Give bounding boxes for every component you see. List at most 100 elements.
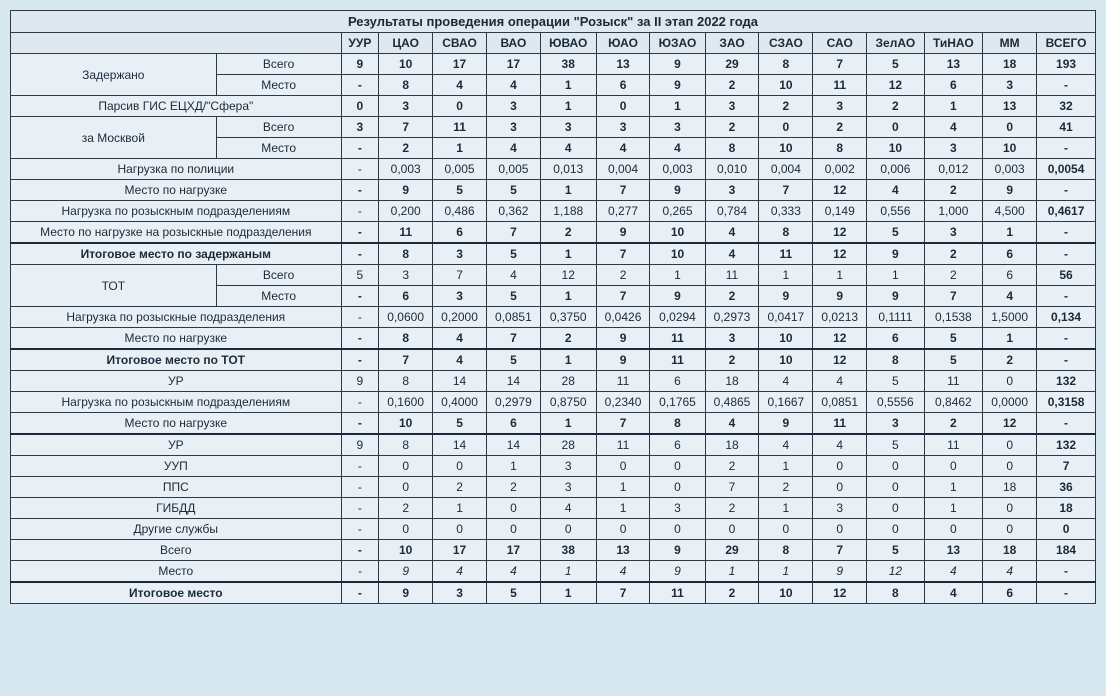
data-cell: 4 <box>983 561 1037 583</box>
table-row: Место по нагрузке-9551793712429- <box>11 180 1096 201</box>
data-cell: - <box>1037 222 1096 244</box>
col-header: САО <box>813 33 867 54</box>
data-cell: 9 <box>867 286 924 307</box>
row-sublabel: Всего <box>216 117 341 138</box>
data-cell: 6 <box>486 413 540 435</box>
data-cell: 12 <box>813 349 867 371</box>
data-cell: 0,486 <box>433 201 487 222</box>
data-cell: 1 <box>486 456 540 477</box>
data-cell: 0 <box>433 456 487 477</box>
data-cell: - <box>341 349 379 371</box>
data-cell: 8 <box>379 75 433 96</box>
col-header: ТиНАО <box>924 33 983 54</box>
data-cell: 1 <box>813 265 867 286</box>
col-header: ММ <box>983 33 1037 54</box>
data-cell: 7 <box>379 349 433 371</box>
data-cell: 10 <box>983 138 1037 159</box>
results-table: Результаты проведения операции "Розыск" … <box>10 10 1096 604</box>
data-cell: 0,134 <box>1037 307 1096 328</box>
data-cell: 2 <box>924 265 983 286</box>
data-cell: 0 <box>813 456 867 477</box>
data-cell: - <box>341 180 379 201</box>
data-cell: 0 <box>596 456 650 477</box>
row-label: УР <box>11 434 342 456</box>
table-row: УР9814142811618445110132 <box>11 371 1096 392</box>
data-cell: - <box>341 519 379 540</box>
data-cell: 2 <box>813 117 867 138</box>
data-cell: 8 <box>813 138 867 159</box>
table-row: УР9814142811618445110132 <box>11 434 1096 456</box>
data-cell: 2 <box>705 349 759 371</box>
data-cell: 0 <box>341 96 379 117</box>
data-cell: 11 <box>596 371 650 392</box>
data-cell: 3 <box>379 96 433 117</box>
table-title: Результаты проведения операции "Розыск" … <box>11 11 1096 33</box>
data-cell: 1 <box>759 456 813 477</box>
data-cell: - <box>1037 561 1096 583</box>
data-cell: 132 <box>1037 371 1096 392</box>
data-cell: - <box>341 498 379 519</box>
data-cell: 1 <box>540 582 596 604</box>
data-cell: 2 <box>540 222 596 244</box>
data-cell: 3 <box>650 117 705 138</box>
data-cell: 0 <box>379 477 433 498</box>
data-cell: 5 <box>867 371 924 392</box>
data-cell: 0,149 <box>813 201 867 222</box>
data-cell: 2 <box>705 456 759 477</box>
data-cell: 184 <box>1037 540 1096 561</box>
data-cell: 3 <box>433 582 487 604</box>
table-row: УУП-0013002100007 <box>11 456 1096 477</box>
data-cell: 5 <box>486 349 540 371</box>
col-header: ЗАО <box>705 33 759 54</box>
data-cell: 11 <box>924 371 983 392</box>
data-cell: 2 <box>759 477 813 498</box>
data-cell: 7 <box>596 413 650 435</box>
table-row: Нагрузка по розыскные подразделения-0,06… <box>11 307 1096 328</box>
data-cell: 7 <box>486 328 540 350</box>
data-cell: 14 <box>486 434 540 456</box>
row-label: Нагрузка по розыскным подразделениям <box>11 392 342 413</box>
data-cell: 4 <box>596 561 650 583</box>
data-cell: - <box>341 138 379 159</box>
data-cell: 4 <box>486 138 540 159</box>
data-cell: 3 <box>924 222 983 244</box>
table-row: Итоговое место по задержаным-83517104111… <box>11 243 1096 265</box>
data-cell: 36 <box>1037 477 1096 498</box>
data-cell: 2 <box>379 138 433 159</box>
data-cell: 3 <box>983 75 1037 96</box>
data-cell: 0 <box>983 117 1037 138</box>
data-cell: 8 <box>867 582 924 604</box>
data-cell: 10 <box>759 328 813 350</box>
data-cell: 0,277 <box>596 201 650 222</box>
data-cell: 3 <box>813 498 867 519</box>
data-cell: 5 <box>867 222 924 244</box>
data-cell: 0 <box>867 117 924 138</box>
data-cell: 3 <box>540 456 596 477</box>
table-row: Место по нагрузке-847291131012651- <box>11 328 1096 350</box>
data-cell: 12 <box>813 180 867 201</box>
data-cell: 10 <box>867 138 924 159</box>
data-cell: 5 <box>486 286 540 307</box>
row-sublabel: Место <box>216 75 341 96</box>
data-cell: 4 <box>433 75 487 96</box>
data-cell: 0 <box>650 477 705 498</box>
data-cell: 3 <box>486 96 540 117</box>
data-cell: 7 <box>813 54 867 75</box>
data-cell: 0,2973 <box>705 307 759 328</box>
data-cell: 28 <box>540 371 596 392</box>
data-cell: 12 <box>540 265 596 286</box>
data-cell: 0,265 <box>650 201 705 222</box>
data-cell: 2 <box>705 75 759 96</box>
data-cell: 7 <box>813 540 867 561</box>
data-cell: 14 <box>433 434 487 456</box>
data-cell: 0,556 <box>867 201 924 222</box>
data-cell: 1 <box>650 96 705 117</box>
row-label: Парсив ГИС ЕЦХД/"Сфера" <box>11 96 342 117</box>
data-cell: 3 <box>650 498 705 519</box>
data-cell: 18 <box>1037 498 1096 519</box>
data-cell: 8 <box>759 222 813 244</box>
data-cell: 0 <box>813 477 867 498</box>
data-cell: 2 <box>705 286 759 307</box>
data-cell: 0 <box>486 519 540 540</box>
data-cell: 1 <box>759 498 813 519</box>
